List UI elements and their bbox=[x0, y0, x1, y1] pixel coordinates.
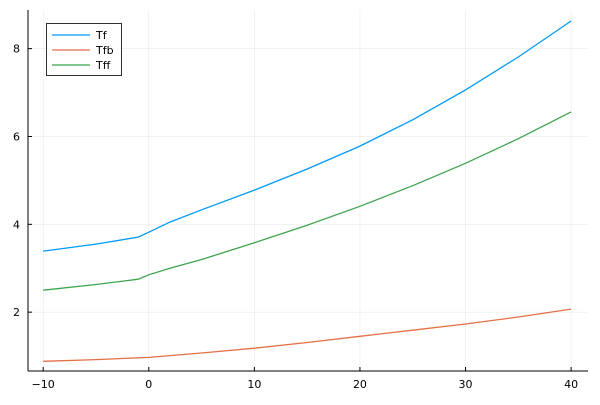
legend-label-tfb: Tfb bbox=[95, 44, 114, 57]
x-tick-label: 30 bbox=[459, 378, 473, 391]
series-line-tf bbox=[43, 20, 572, 252]
series-line-tfb bbox=[43, 308, 572, 362]
legend-label-tf: Tf bbox=[95, 29, 108, 42]
x-tick-label: 10 bbox=[247, 378, 261, 391]
legend-label-tff: Tff bbox=[95, 59, 111, 72]
x-tick-label: 20 bbox=[353, 378, 367, 391]
x-tick-label: −10 bbox=[32, 378, 55, 391]
series-line-tff bbox=[43, 111, 572, 291]
y-tick-label: 8 bbox=[13, 43, 20, 56]
y-tick-label: 6 bbox=[13, 130, 20, 143]
y-tick-label: 2 bbox=[13, 306, 20, 319]
x-tick-label: 40 bbox=[564, 378, 578, 391]
y-tick-label: 4 bbox=[13, 218, 20, 231]
x-tick-label: 0 bbox=[145, 378, 152, 391]
